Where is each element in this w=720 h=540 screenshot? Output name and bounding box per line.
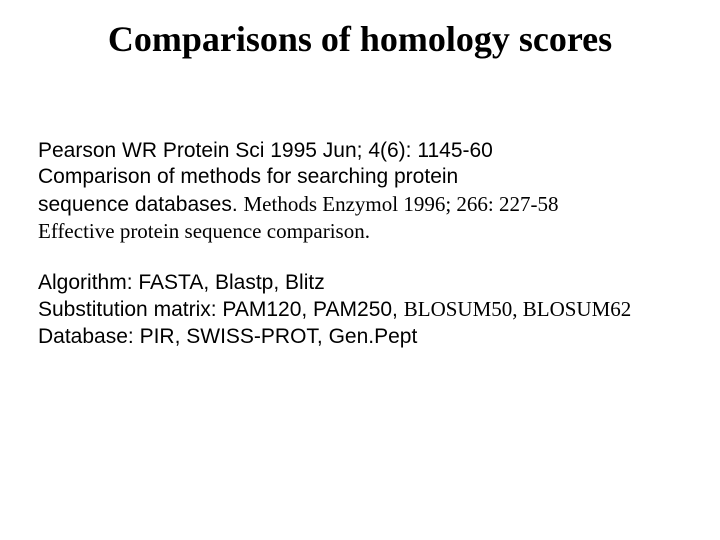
ref-line-2: Comparison of methods for searching prot… [38, 164, 678, 190]
ref-line-2a: Comparison of methods for searching prot… [38, 165, 458, 188]
ref-line-3: sequence databases. Methods Enzymol 1996… [38, 191, 678, 218]
matrix-a: Substitution matrix: PAM120, PAM250, [38, 298, 398, 321]
slide-body: Pearson WR Protein Sci 1995 Jun; 4(6): 1… [38, 138, 678, 350]
slide-title: Comparisons of homology scores [0, 18, 720, 60]
ref-line-3-serif: Methods Enzymol 1996; 266: 227-58 [244, 192, 559, 216]
ref-line-4: Effective protein sequence comparison. [38, 218, 678, 244]
algorithm-line: Algorithm: FASTA, Blastp, Blitz [38, 270, 678, 296]
ref-line-1: Pearson WR Protein Sci 1995 Jun; 4(6): 1… [38, 138, 678, 164]
matrix-line: Substitution matrix: PAM120, PAM250, BLO… [38, 296, 678, 323]
details-block: Algorithm: FASTA, Blastp, Blitz Substitu… [38, 270, 678, 350]
slide: Comparisons of homology scores Pearson W… [0, 0, 720, 540]
reference-block: Pearson WR Protein Sci 1995 Jun; 4(6): 1… [38, 138, 678, 244]
matrix-b: BLOSUM50, BLOSUM62 [404, 297, 632, 321]
database-line: Database: PIR, SWISS-PROT, Gen.Pept [38, 324, 678, 350]
ref-line-2b: sequence databases. [38, 193, 238, 216]
